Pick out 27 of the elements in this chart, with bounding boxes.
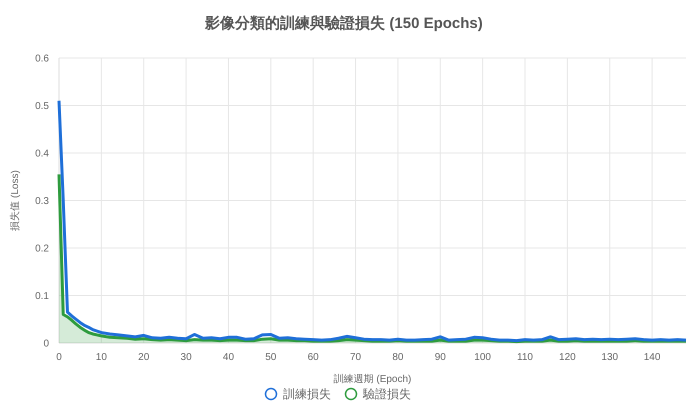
x-tick-label: 70 xyxy=(350,352,362,363)
x-tick-label: 130 xyxy=(601,352,619,363)
legend-label: 驗證損失 xyxy=(362,387,411,401)
x-tick-label: 120 xyxy=(559,352,576,363)
x-tick-label: 40 xyxy=(222,352,234,363)
y-tick-label: 0.5 xyxy=(35,101,50,112)
x-axis-title: 訓練週期 (Epoch) xyxy=(334,373,412,385)
y-tick-label: 0 xyxy=(43,338,50,350)
y-tick-label: 0.4 xyxy=(35,148,50,160)
legend-label: 訓練損失 xyxy=(283,387,331,401)
x-tick-label: 110 xyxy=(517,352,534,363)
y-axis-title: 損失值 (Loss) xyxy=(9,170,21,231)
x-tick-label: 30 xyxy=(180,352,192,363)
chart-title: 影像分類的訓練與驗證損失 (150 Epochs) xyxy=(204,15,483,32)
x-tick-label: 80 xyxy=(392,352,404,363)
x-tick-label: 60 xyxy=(308,352,320,363)
y-tick-label: 0.1 xyxy=(35,291,50,302)
x-tick-label: 140 xyxy=(644,352,661,363)
x-tick-label: 0 xyxy=(56,352,62,363)
y-tick-label: 0.6 xyxy=(35,54,50,64)
x-tick-label: 50 xyxy=(265,352,277,363)
x-tick-label: 20 xyxy=(138,352,150,363)
x-tick-label: 100 xyxy=(474,352,492,363)
x-tick-label: 90 xyxy=(434,352,446,363)
x-tick-label: 10 xyxy=(96,352,108,363)
y-tick-label: 0.2 xyxy=(35,244,50,254)
y-tick-label: 0.3 xyxy=(35,196,50,207)
